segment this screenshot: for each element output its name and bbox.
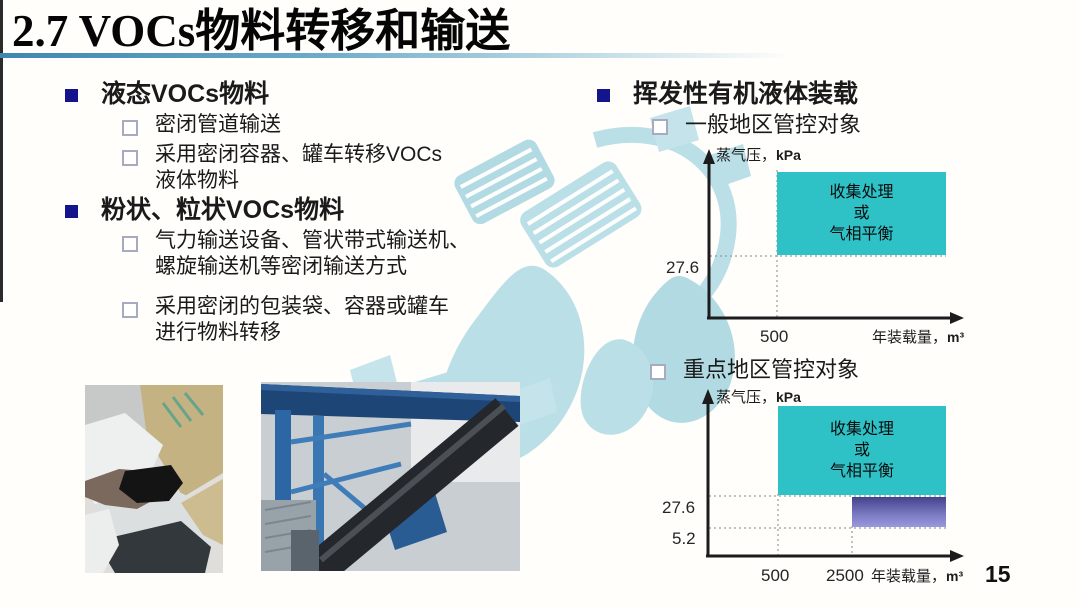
square-bullet-icon bbox=[65, 89, 78, 102]
page-number: 15 bbox=[985, 561, 1011, 587]
list-item: 采用密闭容器、罐车转移VOCs 液体物料 bbox=[122, 142, 442, 194]
section-label: 液态VOCs物料 bbox=[101, 80, 270, 108]
hollow-square-bullet-icon bbox=[122, 120, 138, 136]
x-axis-title: 年装载量，m³ bbox=[872, 326, 964, 347]
hollow-square-bullet-icon bbox=[652, 119, 668, 135]
chart-key-area: 收集处理 或 气相平衡 蒸气压，kPa 27.6 5.2 500 2500 年装… bbox=[650, 386, 980, 592]
x-tick-2500: 2500 bbox=[826, 566, 864, 585]
square-bullet-icon bbox=[65, 205, 78, 218]
x-axis-title: 年装载量，m³ bbox=[871, 565, 963, 586]
x-axis-unit: m³ bbox=[946, 568, 964, 584]
photo-tubular-belt-conveyor bbox=[261, 382, 520, 571]
section-label: 粉状、粒状VOCs物料 bbox=[101, 196, 345, 224]
list-item: 气力输送设备、管状带式输送机、 螺旋输送机等密闭输送方式 bbox=[122, 228, 470, 280]
title-underline bbox=[0, 53, 860, 58]
x-axis-unit: m³ bbox=[947, 329, 965, 345]
y-axis-title: 蒸气压，kPa bbox=[716, 386, 801, 407]
list-item-text: 气力输送设备、管状带式输送机、 螺旋输送机等密闭输送方式 bbox=[155, 229, 470, 278]
photo-black-powder-material bbox=[85, 385, 223, 573]
subsection-label: 一般地区管控对象 bbox=[685, 112, 862, 137]
x-tick-500: 500 bbox=[760, 327, 789, 346]
subsection-key-area: 重点地区管控对象 bbox=[650, 356, 859, 383]
region-label: 收集处理 或 气相平衡 bbox=[829, 184, 894, 243]
hollow-square-bullet-icon bbox=[122, 236, 138, 252]
chart-general-area: 收集处理 或 气相平衡 蒸气压，kPa 27.6 500 年装载量，m³ bbox=[650, 142, 980, 350]
list-item: 采用密闭的包装袋、容器或罐车 进行物料转移 bbox=[122, 294, 449, 346]
y-axis-label: 蒸气压， bbox=[716, 390, 777, 406]
y-tick-5-2: 5.2 bbox=[672, 529, 696, 548]
y-axis-title: 蒸气压，kPa bbox=[716, 144, 801, 165]
region-label: 收集处理 或 气相平衡 bbox=[829, 421, 894, 480]
list-item-text: 采用密闭容器、罐车转移VOCs 液体物料 bbox=[155, 143, 443, 192]
subsection-label: 重点地区管控对象 bbox=[683, 357, 860, 382]
list-item-text: 采用密闭的包装袋、容器或罐车 进行物料转移 bbox=[155, 295, 449, 344]
list-item-text: 密闭管道输送 bbox=[155, 113, 281, 136]
y-tick-27-6: 27.6 bbox=[662, 498, 696, 517]
section-powder-vocs: 粉状、粒状VOCs物料 bbox=[65, 194, 344, 226]
x-axis-label: 年装载量， bbox=[871, 569, 947, 585]
subsection-general-area: 一般地区管控对象 bbox=[652, 111, 861, 138]
hollow-square-bullet-icon bbox=[650, 364, 666, 380]
section-label: 挥发性有机液体装载 bbox=[633, 80, 859, 108]
y-axis-unit: kPa bbox=[776, 147, 801, 163]
hollow-square-bullet-icon bbox=[122, 302, 138, 318]
x-tick-500: 500 bbox=[761, 566, 790, 585]
region-key-area-band bbox=[852, 497, 946, 527]
left-accent-bar bbox=[0, 0, 3, 302]
region-collect-treat: 收集处理 或 气相平衡 bbox=[777, 172, 946, 255]
section-liquid-vocs: 液态VOCs物料 bbox=[65, 78, 269, 110]
list-item: 密闭管道输送 bbox=[122, 112, 281, 138]
chart-axes bbox=[703, 149, 964, 324]
section-volatile-liquid-loading: 挥发性有机液体装载 bbox=[597, 78, 858, 110]
x-axis-label: 年装载量， bbox=[872, 330, 948, 346]
chart-axes bbox=[702, 389, 964, 562]
y-axis-unit: kPa bbox=[776, 389, 801, 405]
y-axis-label: 蒸气压， bbox=[716, 148, 777, 164]
hollow-square-bullet-icon bbox=[122, 150, 138, 166]
y-tick-27-6: 27.6 bbox=[666, 258, 700, 277]
region-collect-treat: 收集处理 或 气相平衡 bbox=[778, 406, 946, 495]
square-bullet-icon bbox=[597, 89, 610, 102]
page-title: 2.7 VOCs物料转移和输送 bbox=[12, 6, 511, 56]
